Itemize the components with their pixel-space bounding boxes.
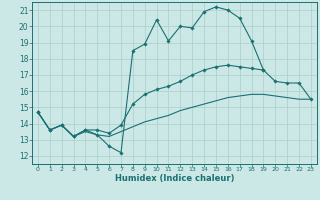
X-axis label: Humidex (Indice chaleur): Humidex (Indice chaleur) <box>115 174 234 183</box>
